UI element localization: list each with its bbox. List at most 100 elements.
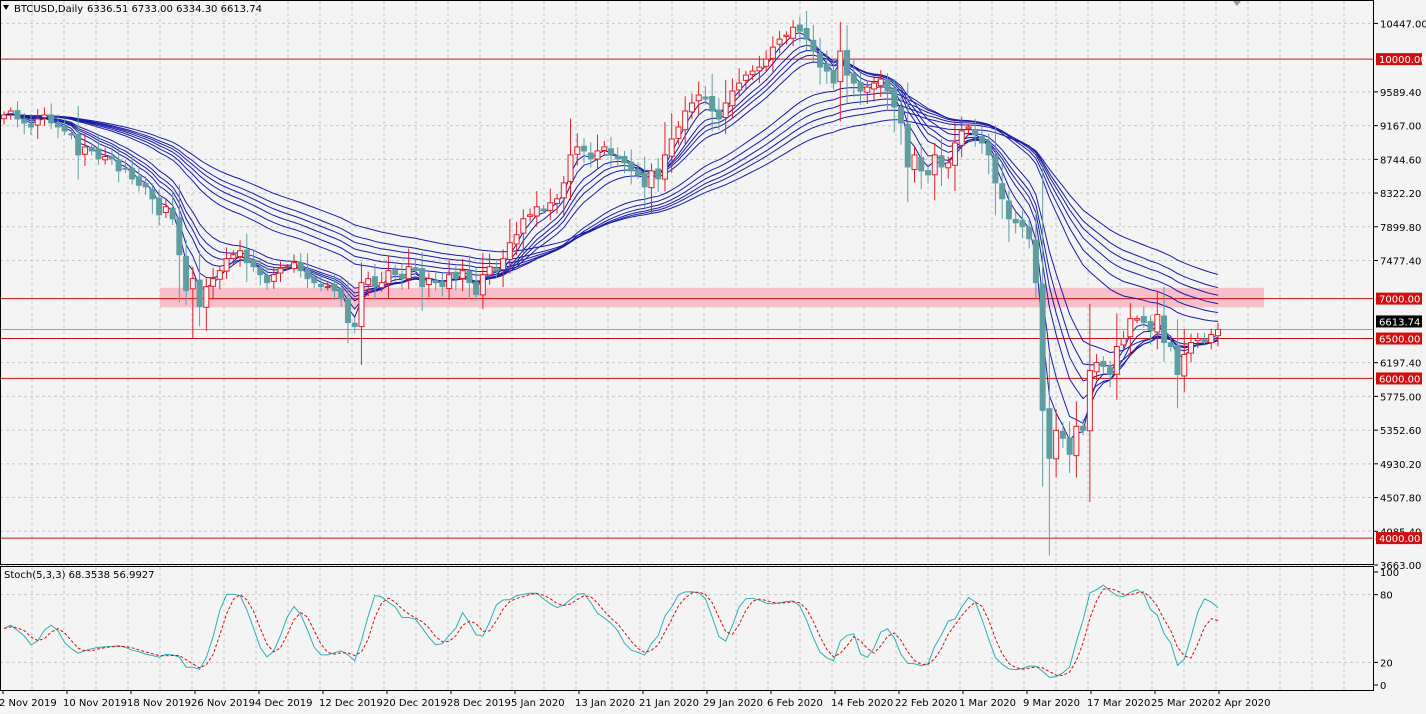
candle-body [1194,338,1201,342]
candle [587,142,594,168]
candle [682,96,689,145]
candle [864,81,871,104]
candle-body [378,282,385,289]
candle [614,147,621,166]
candle [27,113,34,135]
candle-body [513,234,520,245]
candle [769,36,776,73]
candle-body [648,170,655,189]
candle-body [547,202,554,212]
candle-body [183,255,190,292]
candle-body [169,207,176,220]
candle-body [1026,226,1033,240]
candle [459,258,466,292]
stoch-main-line [3,584,1219,678]
candle [601,140,608,155]
candle-body [803,28,810,40]
candle-body [641,172,648,188]
candle-body [601,146,608,151]
candle [985,133,992,175]
candle [61,118,68,135]
candle [898,95,905,145]
candle-body [324,286,331,289]
x-tick-label: 17 Mar 2020 [1087,698,1150,709]
candle-body [1181,353,1188,377]
candle-body [149,188,156,200]
candle-body [412,267,419,272]
candle [358,262,365,366]
candle [392,265,399,283]
candle [1026,218,1033,249]
candle [149,183,156,214]
candle [115,148,122,183]
candle-body [790,26,797,39]
candle [344,280,351,344]
candles [1,10,1221,556]
candle-body [661,154,668,180]
candle-body [317,284,324,288]
candle [14,101,21,128]
candle-body [682,110,689,131]
candle-body [608,148,614,156]
candle-body [68,133,75,136]
candle-body [385,270,392,284]
x-tick-label: 20 Dec 2019 [383,698,447,709]
level-tag-label: 4000.00 [1379,534,1420,545]
candle-body [1161,315,1168,344]
candle [452,266,459,291]
candle-body [102,156,109,161]
candle [702,86,709,105]
candle-body [891,88,898,108]
candle [1201,332,1208,346]
candle [527,208,534,222]
ema-line [3,92,1219,313]
x-tick-label: 2 Nov 2019 [0,698,57,709]
candle [877,70,884,97]
candle-body [1086,369,1093,432]
candle [790,20,797,46]
collapse-arrow-icon[interactable] [3,5,9,10]
candle-body [864,86,871,93]
candle [405,248,412,290]
y-tick-label: 5352.60 [1380,426,1421,437]
x-tick-label: 21 Jan 2020 [639,698,699,709]
candle [574,133,581,166]
candle [41,107,48,126]
candle-body [1080,425,1087,431]
candle [183,239,190,305]
y-tick-label: 8322.20 [1380,189,1421,200]
candle [21,112,28,135]
candle [823,50,830,84]
candle-body [1215,328,1221,337]
scroll-marker-icon[interactable] [1233,1,1241,6]
candle-body [1188,342,1195,354]
candle [75,106,82,180]
candle [1019,210,1026,238]
candle [668,113,675,174]
candle [1005,190,1012,243]
candle-body [904,123,911,168]
candle [675,120,682,145]
candle [237,240,244,267]
candle [965,124,972,136]
price-tag-label: 6613.74 [1379,317,1420,328]
candle-body [931,154,938,176]
candle-body [702,96,709,100]
candle-body [985,142,992,156]
candle [688,93,695,119]
candle-body [500,258,507,271]
y-tick-label: 7899.80 [1380,223,1421,234]
level-tag-label: 7000.00 [1379,295,1420,306]
x-tick-label: 12 Dec 2019 [319,698,383,709]
candle-body [769,46,776,59]
candle-body [560,182,567,199]
candle-body [715,109,722,120]
candle [250,249,257,272]
candle [419,252,426,311]
candle-body [439,281,446,288]
stoch-y-tick-label: 100 [1380,568,1399,579]
x-tick-label: 9 Mar 2020 [1023,698,1080,709]
candle-body [871,82,878,90]
candle-body [837,50,844,83]
candle [189,266,196,339]
